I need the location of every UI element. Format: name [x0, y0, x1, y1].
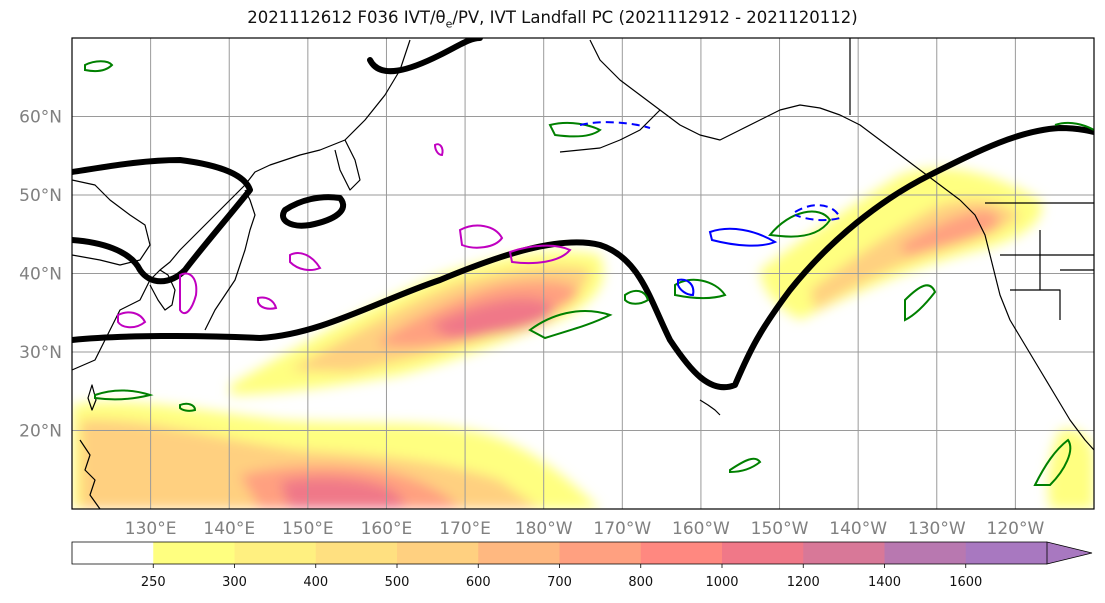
lon-tick-label: 150°E	[282, 519, 334, 539]
alaska-coast	[589, 39, 961, 201]
theta-e-contour	[1033, 438, 1072, 486]
pv-positive-contour	[289, 252, 322, 271]
pv-positive-contour	[508, 244, 572, 265]
lon-tick-label: 160°W	[672, 519, 730, 539]
lon-tick-label: 130°E	[125, 519, 177, 539]
lon-tick-label: 130°W	[908, 519, 966, 539]
lat-tick-label: 20°N	[19, 422, 62, 442]
colorbar-segment	[397, 542, 479, 564]
pv-contours	[117, 121, 842, 329]
colorbar-tick-label: 500	[385, 575, 410, 590]
jet-contour-north	[72, 157, 253, 285]
lon-tick-label: 140°W	[829, 519, 887, 539]
north-america-coast	[959, 199, 1094, 451]
pv-positive-contour	[458, 224, 504, 249]
theta-e-contour	[528, 309, 613, 340]
theta-e-contour	[1054, 121, 1094, 131]
colorbar-tick-label: 1600	[949, 575, 982, 590]
colorbar-tick-label: 700	[547, 575, 572, 590]
theta-e-contour	[548, 121, 602, 138]
colorbar-segment	[803, 542, 885, 564]
colorbar-tick-label: 600	[466, 575, 491, 590]
theta-e-contour	[624, 289, 650, 305]
ivt-shading-blur	[72, 168, 1094, 509]
pv-positive-contour	[433, 143, 444, 157]
lon-tick-label: 140°E	[203, 519, 255, 539]
colorbar-segment	[640, 542, 723, 564]
colorbar	[71, 541, 1093, 565]
colorbar-tick-label: 300	[222, 575, 247, 590]
theta-e-contour	[768, 210, 832, 238]
lon-tick-label: 160°E	[361, 519, 413, 539]
ivt-shading	[72, 168, 1094, 509]
philippines-coast	[79, 439, 101, 509]
lat-tick-label: 50°N	[19, 186, 62, 206]
colorbar-labels: 250 300 400 500 600 700 800 1000 1200 1400 1600	[141, 564, 982, 590]
colorbar-tick-label: 250	[141, 575, 166, 590]
hawaii-islands	[699, 399, 721, 416]
latitude-labels: 20°N 30°N 40°N 50°N 60°N	[19, 108, 62, 442]
japan-coast	[204, 189, 256, 331]
lat-tick-label: 60°N	[19, 108, 62, 128]
pv-negative-contour	[794, 204, 842, 222]
colorbar-segment	[884, 542, 967, 564]
ivt-region-northeast-core	[900, 210, 1000, 255]
pv-positive-contour	[257, 296, 278, 310]
title-suffix: /PV, IVT Landfall PC (2021112912 - 20211…	[452, 8, 858, 27]
pv-positive-contour	[179, 272, 198, 315]
jet-contour-arctic	[367, 38, 483, 75]
ivt-region-band-max	[430, 298, 554, 338]
map-frame	[71, 37, 1095, 510]
theta-e-contour	[904, 284, 937, 322]
jet-contour-main	[72, 125, 1094, 391]
alaska-peninsula	[559, 109, 661, 153]
colorbar-tick-label: 1400	[868, 575, 901, 590]
coastlines	[72, 38, 1094, 509]
korea-coast	[149, 269, 176, 311]
colorbar-tick-label: 1200	[787, 575, 820, 590]
pv-negative-contour	[708, 227, 778, 247]
colorbar-segment	[478, 542, 560, 564]
map-title: 2021112612 F036 IVT/θe/PV, IVT Landfall …	[0, 8, 1105, 30]
lat-tick-label: 30°N	[19, 343, 62, 363]
jet-contour-loop	[280, 194, 347, 229]
theta-e-contour	[94, 389, 154, 401]
theta-e-contour	[729, 457, 762, 474]
colorbar-segment	[722, 542, 804, 564]
pv-positive-contour	[117, 311, 147, 329]
kamchatka-coast	[334, 139, 361, 191]
longitude-labels: 130°E 140°E 150°E 160°E 170°E 180°W 170°W 160°W…	[125, 519, 1045, 539]
lon-tick-label: 120°W	[987, 519, 1045, 539]
theta-e-contour	[674, 278, 727, 299]
lon-tick-label: 170°E	[439, 519, 491, 539]
ivt-region-tropics-max	[280, 477, 404, 509]
colorbar-segment	[965, 542, 1047, 564]
colorbar-segment	[72, 542, 154, 564]
colorbar-segment	[153, 542, 235, 564]
pv-negative-contour	[677, 278, 695, 297]
us-state-borders	[1000, 230, 1094, 320]
colorbar-segment	[559, 542, 642, 564]
pv-negative-contour	[579, 121, 651, 129]
colorbar-extend-arrow	[1046, 541, 1093, 565]
colorbar-segment	[234, 542, 317, 564]
colorbar-tick-label: 1000	[705, 575, 738, 590]
lon-tick-label: 150°W	[751, 519, 809, 539]
colorbar-tick-label: 400	[303, 575, 328, 590]
theta-e-contour	[84, 60, 114, 73]
asia-coastline	[72, 39, 411, 371]
jet-contours	[72, 38, 1094, 391]
colorbar-segment	[315, 542, 398, 564]
theta-e-contour	[179, 402, 197, 412]
colorbar-tick-label: 800	[628, 575, 653, 590]
china-border	[72, 179, 151, 266]
title-prefix: 2021112612 F036 IVT/θ	[247, 8, 446, 27]
lon-tick-label: 180°W	[515, 519, 573, 539]
theta-e-contours	[84, 60, 1094, 486]
lon-tick-label: 170°W	[593, 519, 651, 539]
title-subscript: e	[445, 17, 453, 31]
lat-tick-label: 40°N	[19, 265, 62, 285]
